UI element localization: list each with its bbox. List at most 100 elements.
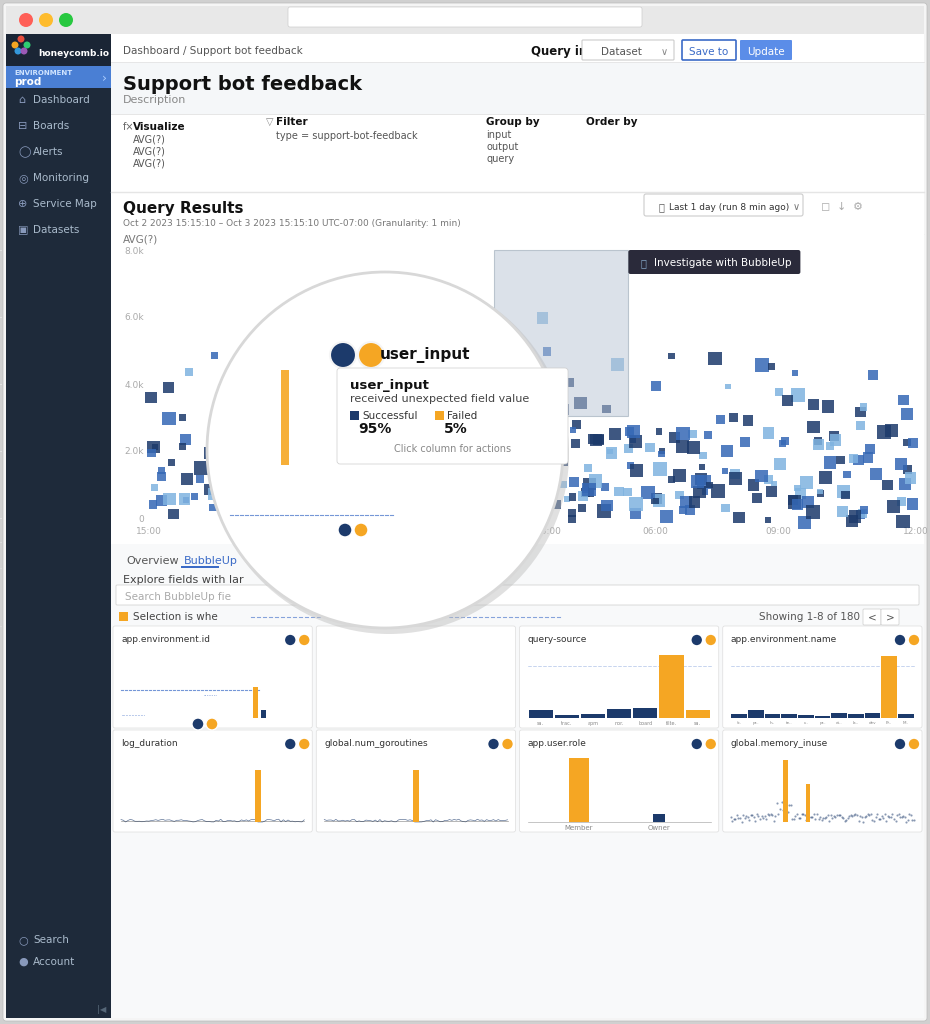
Text: Showing 1-8 of 180: Showing 1-8 of 180	[759, 612, 860, 622]
Point	[726, 811, 741, 827]
Bar	[676, 427, 690, 440]
Bar	[423, 452, 435, 463]
Bar	[472, 481, 479, 487]
Bar	[669, 353, 674, 359]
Bar	[432, 412, 442, 422]
Bar	[554, 449, 563, 458]
Bar	[903, 465, 912, 474]
Bar	[6, 34, 111, 66]
Text: Baseline: Baseline	[295, 521, 345, 531]
Point	[874, 808, 889, 824]
Text: ◻: ◻	[821, 202, 830, 212]
Bar	[378, 501, 384, 508]
Bar	[788, 496, 802, 509]
Bar	[261, 710, 266, 718]
Text: ●: ●	[18, 957, 28, 967]
Bar	[299, 483, 307, 490]
Bar	[792, 499, 804, 510]
Point	[851, 813, 866, 829]
Bar	[849, 455, 857, 463]
Bar	[854, 455, 864, 465]
Bar	[320, 504, 326, 511]
Bar	[378, 369, 391, 383]
Bar	[408, 501, 417, 509]
Bar	[148, 449, 156, 458]
Point	[836, 810, 851, 826]
Bar	[209, 504, 217, 511]
Bar	[865, 714, 880, 718]
Text: Member: Member	[565, 825, 593, 831]
Bar	[552, 500, 562, 509]
Text: filte.: filte.	[666, 721, 677, 726]
Bar	[830, 434, 842, 445]
Point	[881, 808, 896, 824]
Bar	[459, 465, 469, 474]
Bar	[471, 495, 476, 501]
Circle shape	[15, 47, 21, 54]
FancyBboxPatch shape	[316, 730, 515, 831]
Bar	[588, 434, 598, 443]
Bar	[866, 444, 874, 454]
Bar	[721, 444, 733, 457]
Point	[731, 810, 746, 826]
Bar	[319, 399, 329, 410]
Bar	[350, 411, 359, 420]
Bar	[581, 715, 605, 718]
Point	[762, 807, 777, 823]
Circle shape	[285, 634, 297, 646]
Text: dev: dev	[869, 721, 876, 725]
Bar	[660, 510, 673, 523]
Bar	[237, 418, 246, 425]
Bar	[283, 522, 292, 531]
Bar	[836, 456, 845, 464]
Point	[868, 809, 883, 825]
Point	[822, 813, 837, 829]
Bar	[743, 415, 753, 426]
Text: type = support-bot-feedback: type = support-bot-feedback	[276, 131, 418, 141]
Bar	[611, 358, 624, 371]
Bar	[654, 462, 667, 475]
Point	[839, 811, 854, 827]
Point	[740, 809, 755, 825]
Text: app.environment.id: app.environment.id	[121, 636, 210, 644]
FancyBboxPatch shape	[520, 730, 719, 831]
Bar	[905, 472, 916, 483]
Bar	[791, 388, 805, 401]
Bar	[755, 358, 768, 372]
Text: received unexpected field value: received unexpected field value	[350, 394, 529, 404]
Bar	[795, 488, 806, 499]
Circle shape	[487, 738, 499, 750]
Bar	[516, 513, 525, 522]
Text: Account: Account	[33, 957, 75, 967]
Bar	[763, 427, 775, 438]
Bar	[513, 401, 523, 411]
Bar	[363, 499, 375, 511]
Bar	[542, 347, 551, 356]
Text: Search: Search	[33, 935, 69, 945]
Bar	[842, 492, 850, 500]
Text: h..: h..	[770, 721, 775, 725]
Bar	[445, 483, 458, 498]
Circle shape	[209, 274, 569, 634]
Bar	[266, 464, 279, 476]
Bar	[119, 612, 128, 621]
Point	[778, 801, 793, 817]
FancyBboxPatch shape	[863, 609, 881, 625]
Bar	[196, 475, 204, 483]
Text: Dashboard: Dashboard	[33, 95, 90, 105]
Bar	[897, 515, 910, 528]
Text: global.num_goroutines: global.num_goroutines	[325, 739, 428, 749]
Bar	[472, 380, 477, 386]
Point	[884, 809, 898, 825]
Bar	[416, 437, 426, 447]
Bar	[261, 404, 272, 415]
Bar	[813, 439, 824, 451]
Point	[747, 809, 762, 825]
Bar	[807, 398, 818, 410]
Text: Alerts: Alerts	[33, 147, 63, 157]
Point	[756, 810, 771, 826]
Point	[738, 808, 753, 824]
Bar	[394, 508, 405, 518]
Point	[792, 809, 807, 825]
Text: 📊: 📊	[641, 258, 646, 268]
